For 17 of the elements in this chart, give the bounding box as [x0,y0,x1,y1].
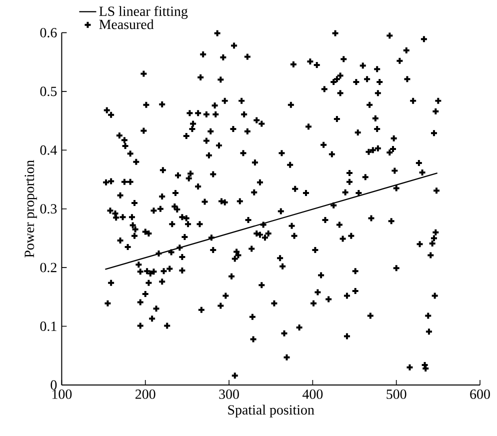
x-tick-label: 300 [219,390,239,399]
y-tick-label: 0.1 [40,322,56,332]
legend-label: LS linear fitting [99,6,188,19]
legend-label: Measured [99,19,154,30]
x-tick-label: 400 [302,390,323,399]
y-axis-title: Power proportion [24,160,37,258]
x-tick-label: 500 [386,390,406,399]
y-tick-label: 0 [50,380,57,390]
y-tick-label: 0.2 [40,262,56,272]
y-tick-label: 0.6 [40,28,57,38]
y-tick-label: 0.5 [40,86,57,96]
y-tick-label: 0.3 [40,204,57,214]
x-tick-label: 200 [136,390,156,399]
x-tick-label: 100 [52,390,72,399]
x-axis-title: Spatial position [228,404,314,418]
y-tick-label: 0.4 [40,145,57,155]
x-tick-label: 600 [470,390,490,399]
